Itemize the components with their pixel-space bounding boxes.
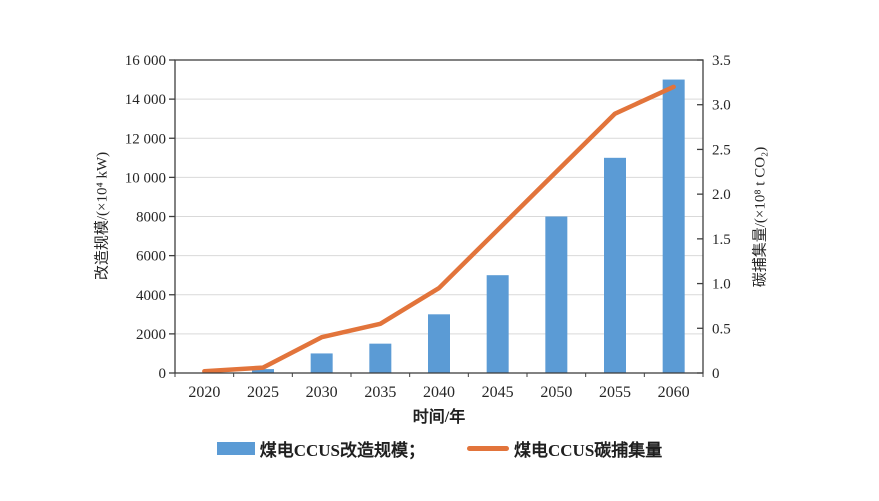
right-axis-tick-label: 3.0 [712, 98, 731, 114]
right-axis-tick-label: 0.5 [712, 321, 731, 337]
x-axis-tick-label: 2050 [540, 384, 572, 401]
legend-item-line-series: 煤电CCUS碳捕集量 [467, 436, 662, 461]
legend-label-line-series: 煤电CCUS碳捕集量 [514, 440, 663, 460]
left-axis-tick-label: 8000 [136, 210, 166, 226]
x-axis-tick-label: 2055 [599, 384, 631, 401]
left-axis-tick-label: 14 000 [125, 92, 166, 108]
line-series-swatch-icon [467, 445, 509, 451]
left-axis-tick-label: 4000 [136, 288, 166, 304]
bar-2050 [545, 216, 568, 373]
right-axis-tick-label: 1.0 [712, 277, 731, 293]
bar-2045 [486, 275, 509, 373]
left-axis-tick-label: 10 000 [125, 170, 166, 186]
right-axis-tick-label: 1.5 [712, 232, 731, 248]
left-axis-tick-label: 6000 [136, 249, 166, 265]
right-axis-tick-label: 2.0 [712, 187, 731, 203]
left-axis-title: 改造规模/(×10⁴ kW) [94, 151, 111, 281]
left-axis-tick-label: 16 000 [125, 53, 166, 69]
capture-line [202, 84, 676, 374]
x-axis-tick-label: 2025 [247, 384, 279, 401]
bar-2025 [252, 369, 274, 373]
right-axis-title: 碳捕集量/(×10⁸ t CO₂) [752, 146, 769, 288]
x-axis-tick-label: 2045 [482, 384, 514, 401]
right-axis-tick-label: 3.5 [712, 53, 731, 69]
legend: 煤电CCUS改造规模； 煤电CCUS碳捕集量 [0, 436, 879, 460]
line-swatch-rect [467, 445, 509, 451]
bar-series-swatch-icon [216, 441, 255, 455]
bar-swatch-rect [216, 441, 255, 455]
bar-2055 [604, 157, 626, 373]
bar-2040 [428, 314, 450, 373]
legend-item-bar-series: 煤电CCUS改造规模； [216, 436, 425, 461]
x-axis-tick-label: 2020 [188, 384, 220, 401]
x-axis-tick-label: 2035 [364, 384, 396, 401]
x-axis-tick-label: 2030 [306, 384, 338, 401]
x-axis-title: 时间/年 [412, 409, 466, 426]
right-axis-tick-label: 2.5 [712, 142, 731, 158]
legend-label-bar-series: 煤电CCUS改造规模； [259, 440, 425, 460]
bar-2035 [369, 343, 392, 373]
left-axis-tick-label: 2000 [136, 327, 166, 343]
left-axis-tick-label: 12 000 [125, 131, 166, 147]
x-axis-tick-label: 2040 [423, 384, 455, 401]
right-axis-tick-label: 0 [712, 366, 720, 382]
x-axis-tick-label: 2060 [658, 384, 690, 401]
bar-2030 [310, 353, 333, 373]
bar-2060 [662, 79, 685, 373]
left-axis-tick-label: 0 [159, 366, 167, 382]
